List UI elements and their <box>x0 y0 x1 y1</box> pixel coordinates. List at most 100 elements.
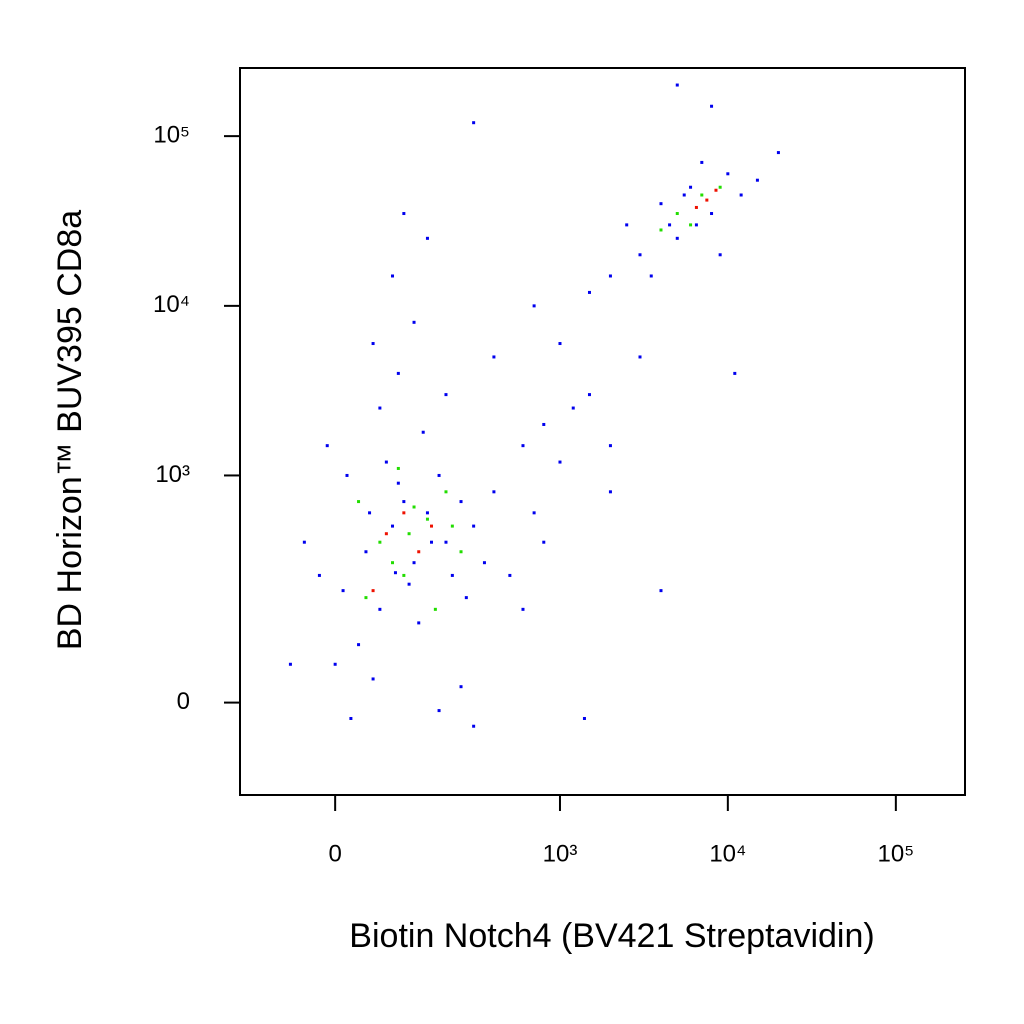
dot <box>425 517 429 521</box>
dot <box>675 83 679 87</box>
dot <box>393 571 397 575</box>
dot <box>302 540 306 544</box>
dot <box>459 685 463 689</box>
dot <box>425 511 429 515</box>
dot <box>325 444 329 448</box>
points <box>288 83 780 728</box>
dot <box>464 596 468 600</box>
dot <box>357 643 361 647</box>
dot <box>710 104 714 108</box>
dot <box>402 500 406 504</box>
dot <box>364 550 368 554</box>
dot <box>396 371 400 375</box>
dot <box>700 160 704 164</box>
dot <box>396 481 400 485</box>
dot <box>638 355 642 359</box>
dot <box>718 253 722 257</box>
dot <box>371 677 375 681</box>
dot <box>608 274 612 278</box>
dot <box>521 444 525 448</box>
dot <box>608 444 612 448</box>
dot <box>417 550 421 554</box>
dot <box>391 524 395 528</box>
dot <box>694 205 698 209</box>
dot <box>459 550 463 554</box>
dot <box>718 185 722 189</box>
y-tick-label: 10⁵ <box>153 121 190 148</box>
x-tick-label: 10⁵ <box>878 840 915 867</box>
dot <box>710 212 714 216</box>
x-tick-label: 10⁴ <box>709 840 746 867</box>
y-tick-label: 0 <box>177 688 190 715</box>
dot <box>700 193 704 197</box>
dot <box>384 460 388 464</box>
dot <box>396 466 400 470</box>
dot <box>689 223 693 227</box>
dot <box>412 320 416 324</box>
dot <box>421 430 425 434</box>
dot <box>371 589 375 593</box>
dot <box>694 223 698 227</box>
dot <box>726 172 730 176</box>
dot <box>402 212 406 216</box>
dot <box>417 621 421 625</box>
dot <box>430 524 434 528</box>
dot <box>433 607 437 611</box>
dot <box>371 342 375 346</box>
dot <box>532 304 536 308</box>
dot <box>341 589 345 593</box>
dot <box>659 202 663 206</box>
dot <box>378 607 382 611</box>
dot <box>571 406 575 410</box>
y-tick-label: 10³ <box>155 461 190 488</box>
x-tick-label: 0 <box>328 840 341 867</box>
dot <box>430 540 434 544</box>
dot <box>368 511 372 515</box>
dot <box>407 532 411 536</box>
dot <box>472 524 476 528</box>
x-tick-label: 10³ <box>543 840 578 867</box>
dot <box>755 178 759 182</box>
dot <box>391 561 395 565</box>
dot <box>425 236 429 240</box>
dot <box>587 290 591 294</box>
dot <box>689 185 693 189</box>
dot <box>450 573 454 577</box>
y-tick-label: 10⁴ <box>153 291 190 318</box>
dot <box>659 589 663 593</box>
dot <box>492 355 496 359</box>
dot <box>675 236 679 240</box>
dot <box>508 573 512 577</box>
dot <box>364 596 368 600</box>
dot <box>459 500 463 504</box>
dot <box>407 582 411 586</box>
dot <box>444 540 448 544</box>
dot <box>288 662 292 666</box>
dot <box>412 505 416 509</box>
dot <box>649 274 653 278</box>
dot <box>682 193 686 197</box>
dot <box>608 490 612 494</box>
dot <box>378 406 382 410</box>
dot <box>333 662 337 666</box>
dot <box>349 716 353 720</box>
dot <box>638 253 642 257</box>
plot-frame <box>239 67 966 796</box>
dot <box>521 607 525 611</box>
dot <box>558 460 562 464</box>
dot <box>492 490 496 494</box>
y-axis-title: BD Horizon™ BUV395 CD8a <box>51 210 89 650</box>
dot <box>472 724 476 728</box>
dot <box>668 223 672 227</box>
dot <box>412 561 416 565</box>
dot <box>587 393 591 397</box>
dot <box>384 532 388 536</box>
dot <box>625 223 629 227</box>
dot <box>675 212 679 216</box>
dot <box>739 193 743 197</box>
dot <box>444 490 448 494</box>
dot <box>437 473 441 477</box>
dot <box>532 511 536 515</box>
dot <box>472 121 476 125</box>
